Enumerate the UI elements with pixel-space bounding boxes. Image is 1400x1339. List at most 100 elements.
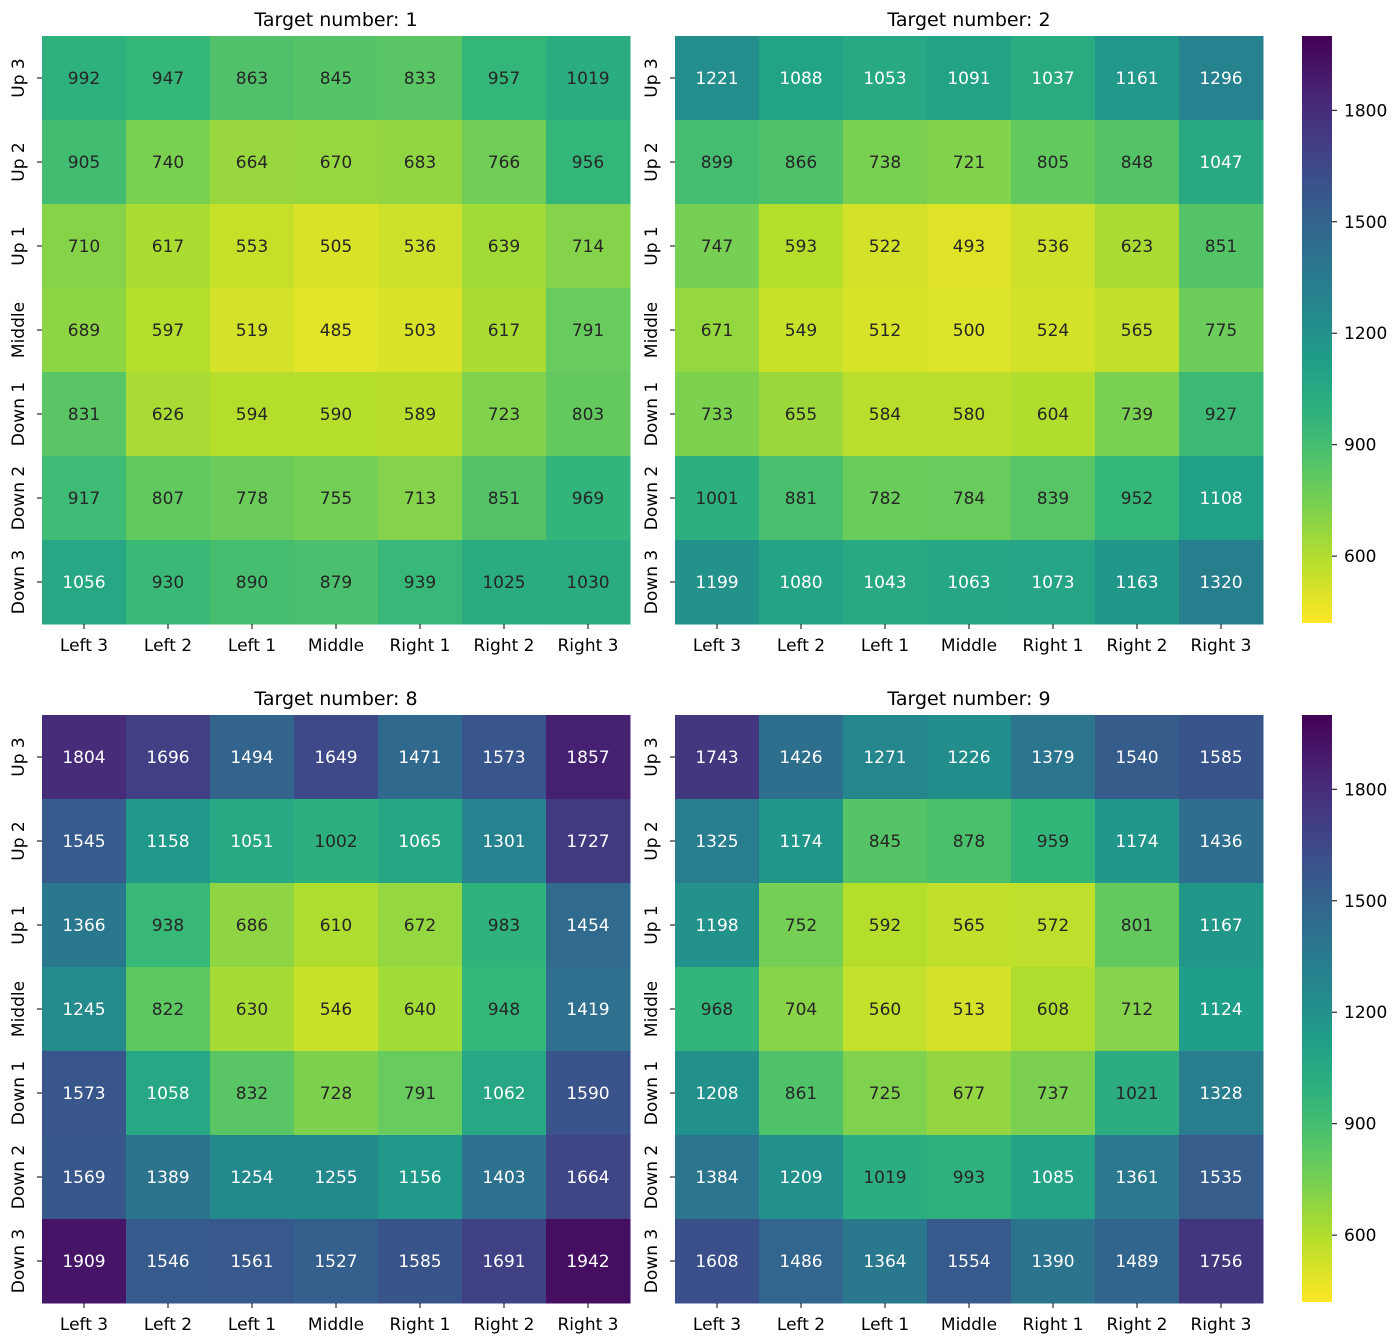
heatmap-cell [759,36,844,121]
heatmap-cell [1095,456,1180,541]
x-tick-label: Right 1 [390,636,451,656]
heatmap-cell [546,540,631,625]
heatmap-cell [210,883,295,968]
cell-value-label: 671 [701,321,733,341]
heatmap-panel-3: Target number: 8 1804 1696 1494 1649 1471 1573… [9,688,631,1335]
heatmap-cell [378,36,463,121]
y-tick-label: Up 1 [642,905,662,944]
heatmap-cell [1179,967,1264,1052]
cell-value-label: 713 [404,489,436,509]
cell-value-label: 968 [701,1000,733,1020]
cell-value-label: 851 [1205,237,1237,257]
heatmap-cell [675,288,760,373]
heatmap-cell [42,540,127,625]
cell-value-label: 905 [68,153,100,173]
y-tick-label: Down 1 [9,1061,29,1125]
heatmap-cell [1179,372,1264,457]
heatmap-cell [294,883,379,968]
heatmap-cell [294,288,379,373]
cell-value-label: 1403 [482,1168,525,1188]
cell-value-label: 536 [404,237,436,257]
heatmap-cell [126,120,211,205]
heatmap-cell [546,36,631,121]
heatmap-cell [294,1051,379,1136]
cell-value-label: 947 [152,69,184,89]
cell-value-label: 1001 [695,489,738,509]
cell-value-label: 1063 [947,573,990,593]
cell-value-label: 584 [869,405,901,425]
cell-value-label: 670 [320,153,352,173]
heatmap-cell [675,36,760,121]
heatmap-cell [1095,204,1180,289]
cell-value-label: 992 [68,69,100,89]
y-tick-label: Middle [642,302,662,358]
cell-value-label: 1325 [695,832,738,852]
cell-value-label: 505 [320,237,352,257]
heatmap-cell [927,1219,1012,1304]
heatmap-cell [378,540,463,625]
y-tick-label: Up 1 [9,905,29,944]
heatmap-cell [927,288,1012,373]
cell-value-label: 546 [320,1000,352,1020]
cell-value-label: 1419 [566,1000,609,1020]
heatmap-cell [675,372,760,457]
cell-value-label: 594 [236,405,268,425]
heatmap-cell [42,288,127,373]
cell-value-label: 1573 [482,748,525,768]
heatmap-cell [294,799,379,884]
cell-value-label: 1489 [1115,1252,1158,1272]
colorbar-tick-label: 600 [1344,1226,1376,1246]
heatmap-cell [462,204,547,289]
y-tick-label: Down 3 [9,550,29,614]
cell-value-label: 1366 [62,916,105,936]
cell-value-label: 938 [152,916,184,936]
cell-value-label: 1019 [863,1168,906,1188]
heatmap-cell [210,36,295,121]
cell-value-label: 1226 [947,748,990,768]
heatmap-cell [927,799,1012,884]
heatmap-cell [546,715,631,800]
heatmap-cell [675,967,760,1052]
heatmap-cell [1011,715,1096,800]
cell-value-label: 969 [572,489,604,509]
cell-value-label: 590 [320,405,352,425]
cell-value-label: 791 [404,1084,436,1104]
heatmap-cell [843,36,928,121]
heatmap-cell [1095,715,1180,800]
cell-value-label: 1025 [482,573,525,593]
heatmap-cell [1011,36,1096,121]
cell-value-label: 1743 [695,748,738,768]
cell-value-label: 917 [68,489,100,509]
heatmap-cell [210,456,295,541]
x-tick-label: Right 2 [474,1315,535,1335]
cell-value-label: 1056 [62,573,105,593]
heatmap-cell [462,456,547,541]
heatmap-cell [462,36,547,121]
heatmap-cell [42,1219,127,1304]
cell-value-label: 1085 [1031,1168,1074,1188]
heatmap-cell [1011,967,1096,1052]
heatmap-cell [675,1219,760,1304]
cell-value-label: 553 [236,237,268,257]
cell-value-label: 1696 [146,748,189,768]
cell-value-label: 1019 [566,69,609,89]
heatmap-cell [1011,883,1096,968]
heatmap-cell [42,883,127,968]
cell-value-label: 1379 [1031,748,1074,768]
heatmap-cell [378,288,463,373]
colorbar-tick-label: 900 [1344,1115,1376,1135]
heatmap-cell [462,540,547,625]
heatmap-cell [675,456,760,541]
heatmap-cell [378,456,463,541]
heatmap-cell [1179,1051,1264,1136]
heatmap-cell [126,799,211,884]
colorbar-tick-label: 1500 [1344,213,1387,233]
cell-value-label: 1691 [482,1252,525,1272]
cell-value-label: 672 [404,916,436,936]
heatmap-panel-1: Target number: 1 992 947 863 845 833 957 1019 90… [9,9,631,656]
heatmap-cell [294,1135,379,1220]
cell-value-label: 1573 [62,1084,105,1104]
heatmap-cell [927,36,1012,121]
y-tick-label: Middle [9,302,29,358]
